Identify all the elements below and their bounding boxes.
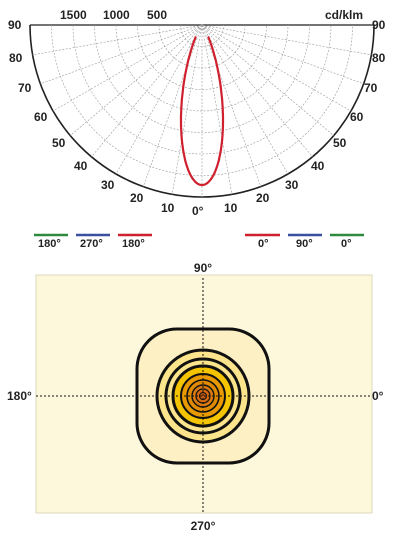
angle-label-right: 70 — [364, 81, 378, 95]
scale-label: 500 — [147, 8, 167, 22]
angle-label-left: 70 — [18, 81, 32, 95]
angle-label-left: 20 — [130, 191, 144, 205]
polar-grid-spoke — [142, 24, 203, 187]
angle-label-left: 10 — [161, 201, 175, 215]
polar-grid-ring — [72, 24, 332, 155]
polar-grid-spoke — [171, 24, 203, 195]
polar-grid-spoke — [32, 24, 203, 56]
polar-grid-ring — [94, 24, 310, 133]
angle-label-left: 80 — [9, 51, 23, 65]
angle-label-right: 10 — [224, 201, 238, 215]
angle-label-right: 60 — [350, 110, 364, 124]
legend-label: 0° — [258, 238, 269, 250]
angle-label-left: 60 — [34, 110, 48, 124]
scale-label: 1000 — [103, 8, 130, 22]
legend-label: 180° — [38, 238, 61, 250]
polar-grid-ring — [137, 24, 267, 90]
isolux-label-right: 0° — [372, 389, 384, 403]
legend-label: 270° — [80, 238, 103, 250]
polar-diagram: cd/klm 1500 1000 500 90 80 70 60 50 40 3… — [8, 8, 386, 218]
angle-label-left: 30 — [101, 178, 115, 192]
angle-label-right: 80 — [372, 51, 386, 65]
angle-label-right: 90 — [372, 18, 386, 32]
polar-grid-spoke — [201, 24, 233, 195]
isolux-label-left: 180° — [7, 389, 32, 403]
angle-label-left: 50 — [52, 136, 66, 150]
polar-grid-spoke — [201, 24, 334, 136]
legend-label: 0° — [341, 238, 352, 250]
polar-grid-spoke — [40, 24, 203, 85]
polar-grid-spoke — [70, 24, 203, 136]
polar-grid-spoke — [201, 24, 352, 112]
polar-grid-spoke — [115, 24, 203, 175]
legend: 180° 270° 180° 0° 90° 0° — [34, 233, 364, 250]
polar-grid-ring — [180, 24, 224, 47]
angle-label-left: 90 — [8, 18, 22, 32]
isolux-label-top: 90° — [194, 261, 212, 275]
intensity-curve — [179, 36, 225, 187]
polar-grid-ring — [51, 24, 353, 176]
polar-grid-spoke — [201, 24, 364, 85]
scale-label: 1500 — [60, 8, 87, 22]
angle-label-right: 30 — [285, 178, 299, 192]
angle-label-center: 0° — [192, 204, 204, 218]
isolux-diagram: 90° 270° 180° 0° — [7, 261, 384, 533]
polar-grid-spoke — [201, 24, 313, 157]
polar-grid-spoke — [201, 24, 372, 56]
legend-label: 90° — [296, 238, 313, 250]
angle-label-left: 40 — [74, 159, 88, 173]
polar-grid-spoke — [201, 24, 262, 187]
unit-label: cd/klm — [325, 8, 363, 22]
isolux-label-bottom: 270° — [191, 519, 216, 533]
angle-label-right: 20 — [256, 191, 270, 205]
polar-grid-spoke — [52, 24, 203, 112]
angle-label-right: 50 — [333, 136, 347, 150]
polar-grid-spoke — [201, 24, 289, 175]
polar-grid-spoke — [91, 24, 203, 157]
legend-label: 180° — [122, 238, 145, 250]
angle-label-right: 40 — [311, 159, 325, 173]
polar-grid — [32, 24, 372, 197]
